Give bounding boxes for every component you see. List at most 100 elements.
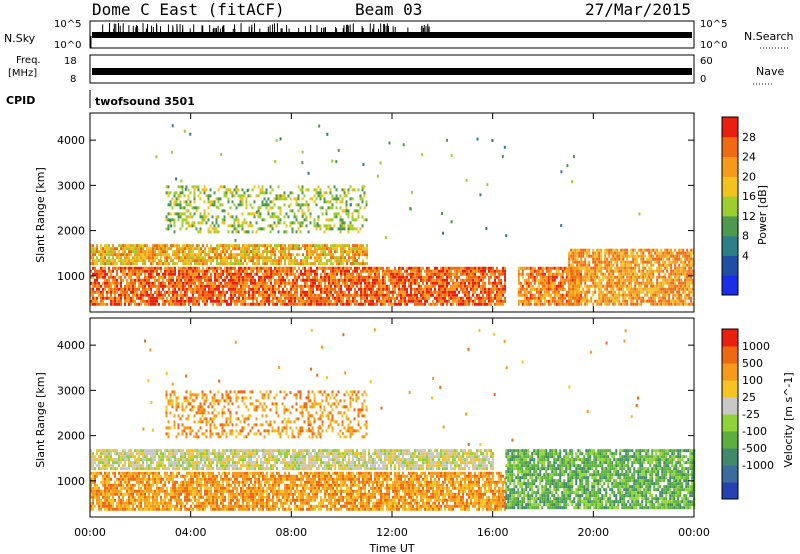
heatmap-cell: [138, 253, 140, 257]
heatmap-cell: [200, 290, 202, 294]
heatmap-cell: [173, 212, 176, 216]
heatmap-cell: [96, 299, 98, 303]
heatmap-cell: [382, 281, 384, 285]
heatmap-cell: [374, 302, 376, 306]
heatmap-cell: [284, 262, 286, 266]
heatmap-cell: [152, 253, 154, 257]
heatmap-cell: [196, 290, 198, 294]
heatmap-cell: [537, 281, 540, 285]
heatmap-cell: [341, 224, 344, 228]
heatmap-cell: [268, 259, 270, 263]
heatmap-cell: [632, 302, 635, 306]
heatmap-cell: [306, 278, 308, 282]
heatmap-cell: [238, 278, 240, 282]
heatmap-cell: [644, 281, 647, 285]
heatmap-cell: [90, 293, 92, 297]
heatmap-cell: [174, 287, 176, 291]
heatmap-cell: [162, 278, 164, 282]
heatmap-cell: [124, 244, 126, 248]
heatmap-cell: [648, 248, 651, 252]
heatmap-cell: [188, 284, 190, 288]
heatmap-cell: [278, 290, 280, 294]
heatmap-cell: [630, 260, 633, 264]
heatmap-cell: [588, 254, 591, 258]
heatmap-cell: [226, 244, 228, 248]
heatmap-cell: [376, 299, 378, 303]
heatmap-cell: [517, 269, 520, 273]
heatmap-cell: [208, 296, 210, 300]
heatmap-cell: [226, 284, 228, 288]
heatmap-cell: [222, 256, 224, 260]
heatmap-cell: [321, 206, 324, 210]
heatmap-cell: [382, 278, 384, 282]
heatmap-cell: [106, 253, 108, 257]
heatmap-cell: [204, 290, 206, 294]
heatmap-cell: [576, 290, 579, 294]
heatmap-cell: [602, 293, 605, 297]
heatmap-cell: [270, 259, 272, 263]
heatmap-cell: [204, 262, 206, 266]
heatmap-cell: [150, 262, 152, 266]
heatmap-cell: [102, 281, 104, 285]
heatmap-cell: [422, 278, 424, 282]
heatmap-cell: [400, 296, 402, 300]
heatmap-cell: [274, 269, 276, 273]
heatmap-cell: [244, 287, 246, 291]
heatmap-cell: [106, 247, 108, 251]
heatmap-cell: [258, 293, 260, 297]
heatmap-cell: [168, 293, 170, 297]
heatmap-cell: [610, 251, 613, 255]
heatmap-cell: [242, 266, 244, 270]
heatmap-cell: [247, 194, 250, 198]
heatmap-cell: [452, 302, 454, 306]
heatmap-cell: [323, 224, 326, 228]
heatmap-cell: [660, 299, 663, 303]
heatmap-cell: [164, 269, 166, 273]
heatmap-cell: [339, 227, 342, 231]
heatmap-cell: [555, 284, 558, 288]
heatmap-cell: [440, 290, 442, 294]
heatmap-cell: [392, 290, 394, 294]
heatmap-cell: [186, 266, 188, 270]
heatmap-cell: [354, 256, 356, 260]
heatmap-cell: [454, 266, 456, 270]
heatmap-cell: [384, 272, 386, 276]
heatmap-cell: [474, 299, 476, 303]
heatmap-cell: [612, 284, 615, 288]
heatmap-cell: [390, 296, 392, 300]
heatmap-cell: [466, 287, 468, 291]
heatmap-cell: [138, 250, 140, 254]
heatmap-cell: [296, 284, 298, 288]
heatmap-cell: [541, 281, 544, 285]
heatmap-cell: [480, 290, 482, 294]
heatmap-cell: [114, 253, 116, 257]
heatmap-cell: [164, 253, 166, 257]
heatmap-cell: [126, 281, 128, 285]
heatmap-cell: [316, 250, 318, 254]
heatmap-cell: [390, 281, 392, 285]
heatmap-cell: [636, 275, 639, 279]
heatmap-cell: [364, 253, 366, 257]
heatmap-cell: [176, 244, 178, 248]
heatmap-cell: [142, 269, 144, 273]
heatmap-cell: [494, 281, 496, 285]
heatmap-cell: [168, 302, 170, 306]
heatmap-cell: [251, 188, 254, 192]
heatmap-cell: [374, 275, 376, 279]
heatmap-cell: [364, 299, 366, 303]
heatmap-cell: [574, 272, 577, 276]
heatmap-cell: [576, 302, 579, 306]
heatmap-cell: [179, 227, 182, 231]
heatmap-cell: [446, 269, 448, 273]
heatmap-cell: [192, 266, 194, 270]
heatmap-cell: [245, 230, 248, 234]
heatmap-cell: [192, 253, 194, 257]
heatmap-cell: [382, 284, 384, 288]
heatmap-cell: [346, 278, 348, 282]
heatmap-cell: [184, 247, 186, 251]
heatmap-cell: [172, 272, 174, 276]
heatmap-cell: [636, 296, 639, 300]
heatmap-cell: [166, 250, 168, 254]
heatmap-cell: [364, 296, 366, 300]
heatmap-cell: [352, 293, 354, 297]
